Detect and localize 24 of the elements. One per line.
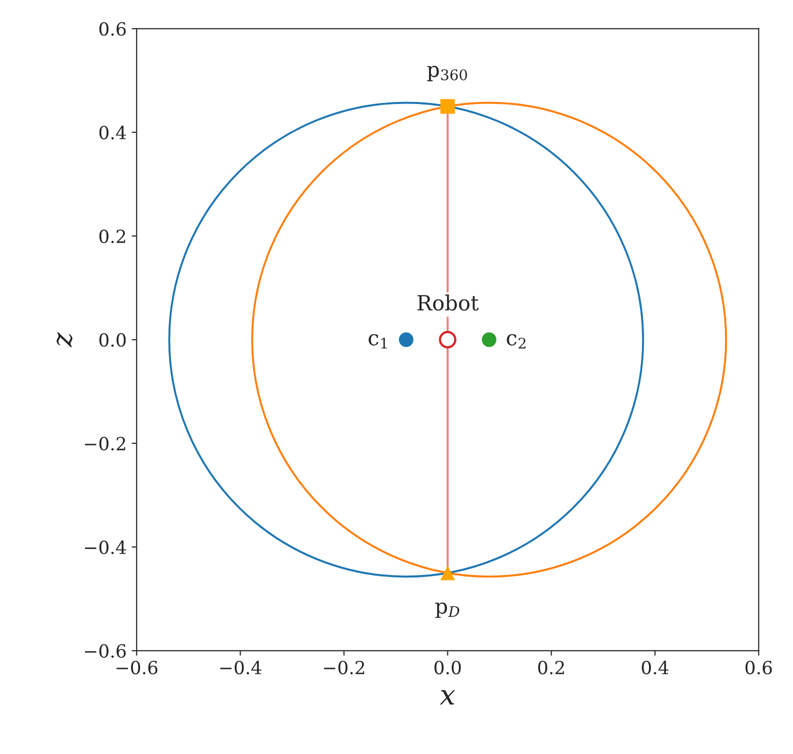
series-label: Robot (418, 294, 479, 311)
point (440, 566, 455, 580)
point (438, 330, 456, 348)
y-tick-label: −0.6 (84, 644, 126, 658)
x-tick-label: 0.0 (434, 660, 461, 674)
series-label: p$_{360}$ (427, 66, 467, 82)
y-tick-label: −0.4 (84, 540, 126, 554)
y-tick-label: 0.6 (99, 22, 126, 36)
y-tick-label: 0.0 (99, 333, 126, 347)
x-tick-label: −0.2 (324, 660, 364, 674)
y-axis-title: z (56, 332, 72, 348)
x-tick-label: −0.4 (220, 660, 262, 674)
x-tick-label: 0.6 (746, 660, 772, 674)
series-label: c$_{2}$ (506, 334, 526, 349)
y-tick-label: 0.4 (99, 126, 126, 140)
series-label: c$_{1}$ (368, 334, 387, 349)
x-tick-label: −0.6 (116, 660, 158, 674)
series-label: p$_{D}$ (435, 602, 460, 618)
x-axis-title: x (440, 690, 456, 705)
x-tick-label: 0.2 (538, 660, 564, 674)
y-tick-label: 0.2 (99, 229, 126, 244)
y-tick-label: −0.2 (84, 436, 126, 450)
x-tick-label: 0.4 (642, 660, 668, 674)
point (440, 99, 455, 114)
